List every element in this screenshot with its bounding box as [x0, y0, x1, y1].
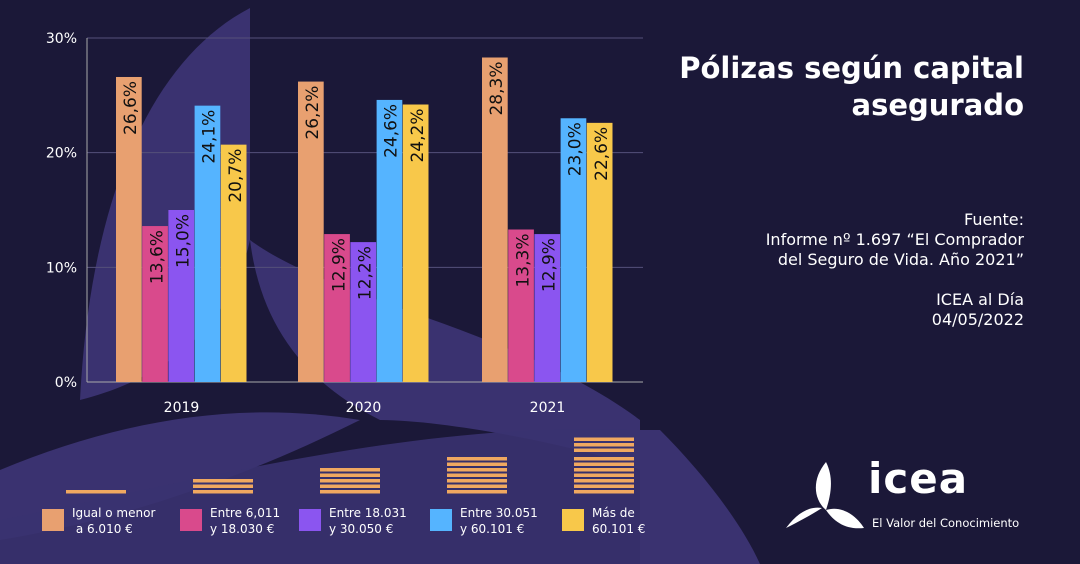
legend-item: Más de 60.101 €	[562, 505, 645, 537]
bar	[508, 229, 534, 382]
coin-bar-icon	[447, 468, 507, 472]
bar	[168, 210, 195, 382]
coin-bar-icon	[320, 473, 380, 477]
coin-bar-icon	[447, 479, 507, 483]
coin-bar-icon	[193, 479, 253, 483]
data-label: 12,2%	[356, 246, 376, 300]
legend-swatch	[430, 509, 452, 531]
data-label: 12,9%	[329, 238, 349, 292]
data-label: 20,7%	[226, 149, 246, 203]
bar	[560, 118, 587, 383]
source-line-2: del Seguro de Vida. Año 2021”	[777, 250, 1024, 269]
coin-bar-icon	[574, 479, 634, 483]
legend-item: Entre 18.031 y 30.050 €	[299, 505, 407, 537]
legend-item: Entre 30.051 y 60.101 €	[430, 505, 538, 537]
coin-bar-icon	[447, 490, 507, 494]
coin-bar-icon	[574, 468, 634, 472]
bar	[116, 76, 142, 382]
data-label: 13,3%	[513, 233, 533, 287]
coin-bar-icon	[447, 462, 507, 466]
bar	[534, 234, 561, 382]
data-label: 24,6%	[382, 104, 402, 158]
coin-bar-icon	[574, 490, 634, 494]
coin-bar-icon	[447, 457, 507, 461]
y-tick-label: 10%	[46, 260, 77, 276]
legend-swatch	[42, 509, 64, 531]
bar	[376, 99, 403, 383]
bar	[350, 242, 377, 382]
x-tick-label: 2019	[164, 400, 200, 416]
source-block: Fuente: Informe nº 1.697 “El Comprador d…	[766, 210, 1024, 330]
legend-swatch	[180, 509, 202, 531]
data-label: 26,2%	[303, 86, 323, 140]
x-tick-label: 2020	[346, 400, 382, 416]
data-label: 15,0%	[174, 214, 194, 268]
coin-bar-icon	[574, 484, 634, 488]
legend-item: Igual o menor a 6.010 €	[42, 505, 155, 537]
coin-bar-icon	[447, 473, 507, 477]
legend-swatch	[562, 509, 584, 531]
bar	[194, 105, 221, 383]
data-label: 13,6%	[147, 230, 167, 284]
icea-logo: icea El Valor del Conocimiento	[786, 454, 1019, 536]
chart-title: Pólizas según capital asegurado	[679, 51, 1024, 122]
data-label: 22,6%	[592, 127, 612, 181]
data-label: 28,3%	[487, 61, 507, 115]
data-label: 26,6%	[121, 81, 141, 135]
legend-swatch	[299, 509, 321, 531]
coin-bar-icon	[574, 473, 634, 477]
date: 04/05/2022	[931, 310, 1024, 329]
bar	[220, 144, 247, 382]
bar	[482, 57, 508, 382]
data-label: 24,1%	[200, 110, 220, 164]
coin-bar-icon	[574, 462, 634, 466]
source-line-1: Informe nº 1.697 “El Comprador	[765, 230, 1024, 249]
coin-bar-icon	[574, 437, 634, 441]
data-label: 24,2%	[408, 109, 428, 163]
logo-word: icea	[868, 454, 969, 503]
coin-bar-icon	[193, 484, 253, 488]
bar	[586, 122, 613, 382]
coin-bar-icon	[447, 484, 507, 488]
legend-label: Igual o menor a 6.010 €	[72, 506, 156, 536]
bar	[142, 226, 168, 382]
coin-bar-icon	[574, 457, 634, 461]
data-label: 12,9%	[540, 238, 560, 292]
coin-bar-icon	[320, 468, 380, 472]
coin-bar-icon	[193, 490, 253, 494]
y-tick-label: 30%	[46, 31, 77, 47]
logo-leaves-icon	[786, 462, 864, 529]
bar	[402, 104, 429, 383]
legend-label: Más de 60.101 €	[592, 506, 646, 536]
legend-label: Entre 18.031 y 30.050 €	[329, 506, 407, 536]
coin-bar-icon	[320, 479, 380, 483]
bar	[324, 234, 350, 382]
y-tick-label: 20%	[46, 146, 77, 162]
logo-tagline: El Valor del Conocimiento	[872, 516, 1020, 530]
coin-bar-icon	[66, 490, 126, 494]
x-tick-label: 2021	[530, 400, 566, 416]
coin-bar-icon	[320, 484, 380, 488]
source-label: Fuente:	[964, 210, 1024, 229]
legend-label: Entre 30.051 y 60.101 €	[460, 506, 538, 536]
data-label: 23,0%	[566, 122, 586, 176]
coin-bar-icon	[574, 448, 634, 452]
coin-bar-icon	[320, 490, 380, 494]
bar	[298, 81, 324, 382]
y-tick-label: 0%	[55, 375, 77, 391]
publisher: ICEA al Día	[936, 290, 1024, 309]
legend-label: Entre 6,011 y 18.030 €	[210, 506, 281, 536]
coin-bar-icon	[574, 443, 634, 447]
legend-item: Entre 6,011 y 18.030 €	[180, 505, 280, 537]
